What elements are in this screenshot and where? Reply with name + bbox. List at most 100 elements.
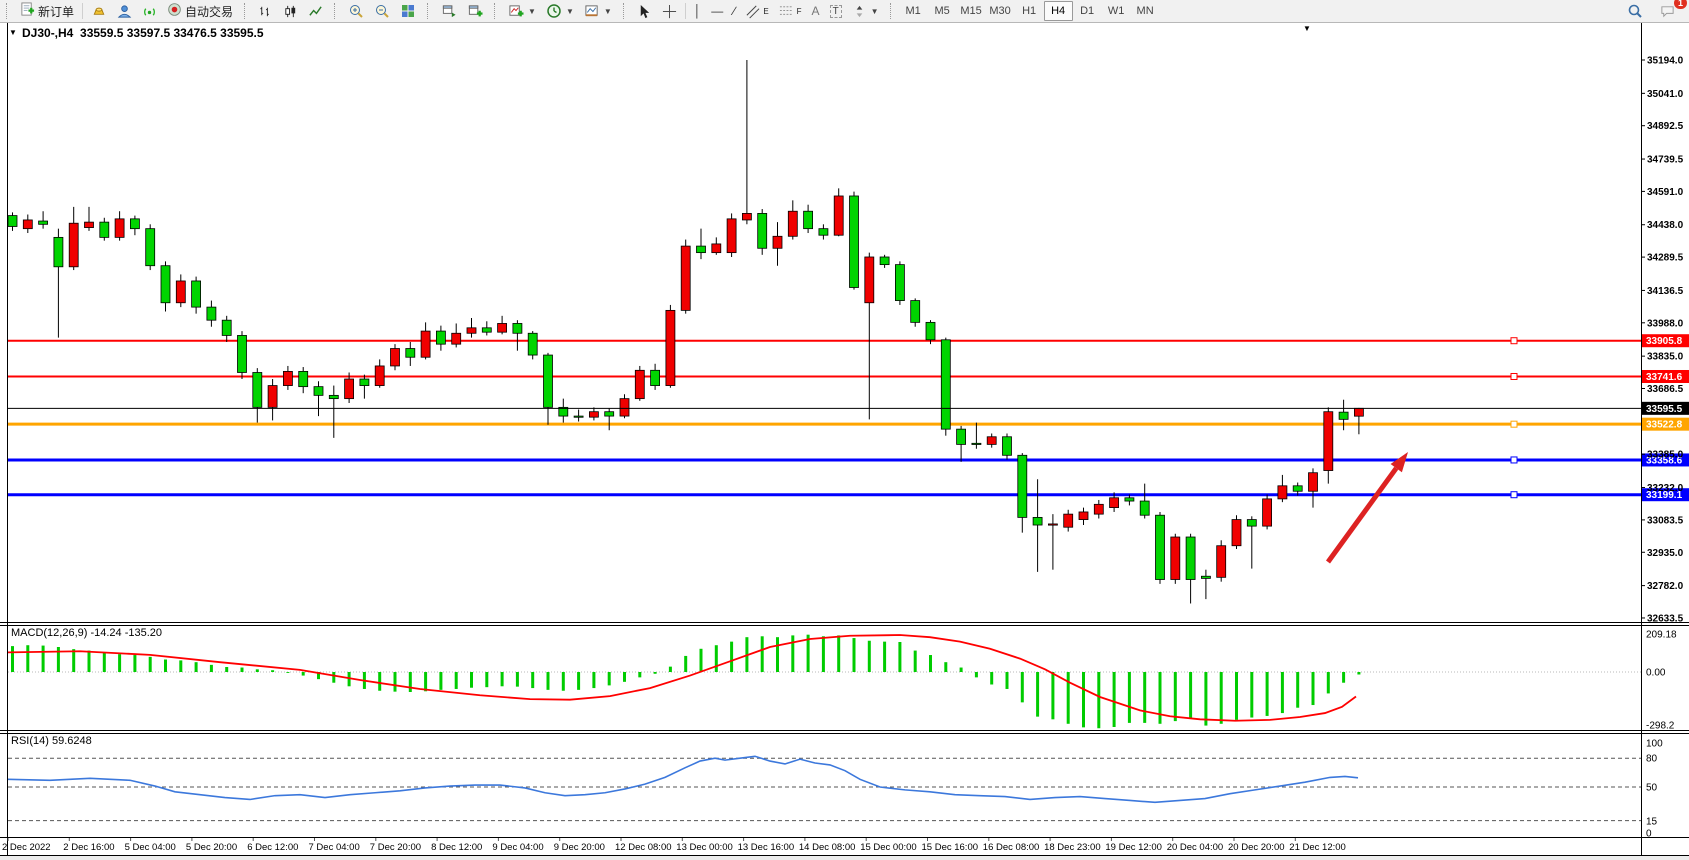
timeframe-button-w1[interactable]: W1 (1107, 5, 1125, 17)
toolbar-grip[interactable] (622, 3, 628, 19)
window-new-button[interactable] (462, 1, 488, 21)
toolbar-grip[interactable] (244, 3, 249, 19)
candle (512, 323, 523, 334)
candle (390, 348, 400, 367)
auto-trading-button[interactable]: 自动交易 (162, 1, 238, 21)
toolbar-grip[interactable] (6, 3, 11, 19)
line-chart-icon (309, 5, 322, 16)
signal-icon (144, 7, 156, 16)
svg-text:7 Dec 20:00: 7 Dec 20:00 (370, 842, 421, 853)
label-tool-button[interactable]: T (825, 1, 847, 21)
toolbar-separator (82, 3, 84, 19)
toolbar-grip[interactable] (889, 3, 895, 19)
timeframe-button-m30[interactable]: M30 (989, 5, 1011, 17)
community-button[interactable] (112, 1, 137, 21)
candle (1063, 513, 1074, 528)
candle (1277, 485, 1288, 500)
notification-badge: 1 (1673, 0, 1687, 9)
dropdown-caret-icon: ▼ (565, 6, 574, 16)
text-tool-button[interactable]: A (807, 1, 825, 21)
candle (405, 348, 416, 358)
window-cascade-button[interactable] (436, 1, 462, 21)
toolbar-grip[interactable] (334, 3, 339, 19)
chart-ohlc-values: 33559.5 33597.5 33476.5 33595.5 (80, 26, 264, 40)
svg-text:-298.2: -298.2 (1646, 721, 1675, 732)
chart-candles-button[interactable] (278, 1, 303, 21)
line-handle (1510, 337, 1518, 345)
notifications-button[interactable]: 1 (1654, 0, 1687, 21)
svg-text:50: 50 (1646, 783, 1658, 794)
candle (114, 218, 125, 238)
ohlc-bars-icon (260, 6, 269, 16)
svg-text:20 Dec 04:00: 20 Dec 04:00 (1167, 842, 1224, 853)
candle (313, 386, 324, 396)
candle (604, 411, 615, 417)
candle (772, 235, 783, 249)
channel-tool-button[interactable]: E (740, 1, 773, 21)
chart-menu-arrow[interactable]: ▼ (9, 28, 17, 37)
new-order-button[interactable]: 新订单 (15, 1, 79, 21)
templates-button[interactable]: ▼ (579, 1, 617, 21)
periods-button[interactable]: ▼ (541, 1, 579, 21)
candle (986, 436, 997, 445)
crosshair-tool-button[interactable] (657, 1, 682, 21)
candle (956, 428, 966, 445)
chart-expand-arrow[interactable]: ▼ (1303, 24, 1311, 33)
indicators-button[interactable]: ▼ (503, 1, 541, 21)
tile-windows-button[interactable] (395, 1, 421, 21)
hline-tool-button[interactable]: — (706, 1, 728, 21)
timeframe-button-h4[interactable]: H4 (1043, 1, 1073, 21)
template-icon (585, 4, 598, 16)
arrows-tool-button[interactable]: ▼ (847, 1, 884, 21)
toolbar-grip[interactable] (427, 3, 432, 19)
svg-text:34289.5: 34289.5 (1647, 253, 1684, 264)
candle (787, 210, 798, 237)
timeframe-button-d1[interactable]: D1 (1080, 5, 1095, 17)
trendline-tool-button[interactable]: ∕ (728, 1, 740, 21)
svg-text:34438.0: 34438.0 (1647, 220, 1684, 231)
candle (38, 220, 48, 225)
gold-promo-button[interactable] (86, 1, 112, 21)
timeframe-button-m5[interactable]: M5 (934, 5, 950, 17)
line-handle (1510, 456, 1518, 464)
svg-text:32935.0: 32935.0 (1647, 548, 1684, 559)
timeframe-button-h1[interactable]: H1 (1022, 5, 1037, 17)
timeframe-button-m1[interactable]: M1 (905, 5, 921, 17)
trendline-icon: ∕ (733, 4, 736, 18)
timeframe-button-m15[interactable]: M15 (960, 5, 982, 17)
search-button[interactable] (1622, 1, 1648, 21)
toolbar-grip[interactable] (494, 3, 499, 19)
text-tool-icon: A (811, 4, 820, 18)
svg-text:33595.5: 33595.5 (1646, 404, 1683, 415)
candle (160, 265, 171, 304)
candle (940, 339, 951, 430)
candle (1354, 407, 1364, 417)
timeframe-button-mn[interactable]: MN (1136, 5, 1154, 17)
zoom-out-button[interactable] (369, 1, 395, 21)
candle (910, 300, 921, 323)
horizontal-line-icon: — (711, 4, 724, 18)
line-handle (1510, 491, 1518, 499)
candle (175, 280, 186, 304)
svg-text:35194.0: 35194.0 (1647, 56, 1684, 67)
chart-line-button[interactable] (303, 1, 328, 21)
signals-button[interactable] (137, 1, 162, 21)
crosshair-icon (662, 4, 676, 18)
trend-arrow-annotation (1325, 452, 1408, 564)
candle (1048, 523, 1058, 526)
candle (191, 280, 202, 308)
candle (466, 327, 477, 334)
macd-pane: 209.18 0.00 -298.2 (7, 630, 1677, 732)
candle (252, 372, 263, 408)
candle (129, 218, 140, 230)
cursor-tool-button[interactable] (632, 1, 657, 21)
candle (497, 323, 508, 333)
candle (1338, 411, 1349, 420)
fibo-tool-button[interactable]: F (774, 1, 807, 21)
vline-tool-button[interactable]: │ (689, 1, 707, 21)
zoom-in-button[interactable] (343, 1, 369, 21)
zoom-out-icon (376, 5, 389, 18)
chart-bars-button[interactable] (253, 1, 278, 21)
